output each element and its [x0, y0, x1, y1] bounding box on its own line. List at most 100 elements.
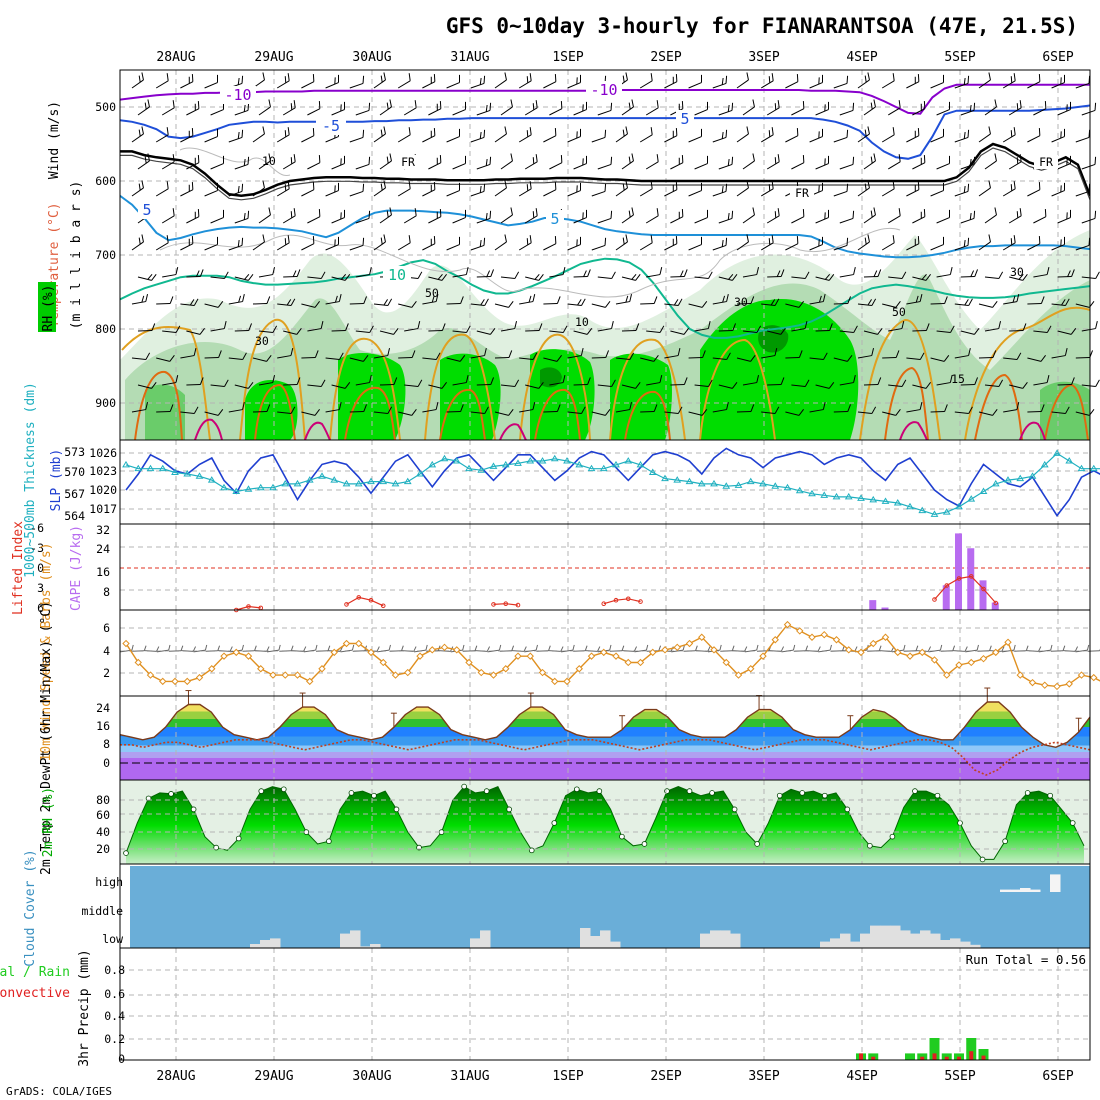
barb-flag	[943, 355, 950, 362]
barb-staff	[470, 303, 485, 306]
wind-barb	[646, 325, 665, 333]
wind10-marker	[722, 658, 730, 667]
surface-barb	[830, 645, 845, 652]
barb-staff	[325, 136, 339, 143]
wind-barb	[664, 348, 681, 359]
wind-barb	[766, 154, 780, 170]
wind-barb	[258, 99, 271, 116]
wind10-marker	[1077, 671, 1086, 679]
wind-barb	[888, 321, 905, 332]
contour-label: 5	[550, 210, 559, 228]
barb-staff	[881, 188, 895, 197]
barb-flag	[877, 377, 882, 385]
wind-barb	[954, 75, 970, 89]
barb-staff	[664, 355, 679, 359]
barb-staff	[664, 135, 678, 143]
wind-barb	[597, 271, 616, 279]
surface-barb	[524, 644, 538, 653]
barb-flag	[846, 75, 849, 84]
barb-flag	[798, 301, 804, 308]
wind-barb	[518, 73, 532, 89]
barb-staff	[282, 215, 296, 224]
thickness-marker	[636, 460, 645, 468]
surface-barb	[242, 645, 257, 652]
wind-barb	[742, 99, 755, 116]
barb-flag	[681, 209, 684, 217]
barb-flag	[1069, 101, 1072, 110]
wind-barb	[1033, 209, 1047, 224]
wind-barb	[833, 183, 849, 197]
barb-flag	[387, 298, 393, 306]
wind-barb	[645, 154, 659, 170]
barb-staff	[446, 244, 460, 251]
barb-flag	[532, 211, 535, 218]
barb-staff	[422, 189, 436, 197]
barb-flag	[585, 101, 588, 110]
barb-staff	[379, 330, 394, 335]
low-cloud-bar	[930, 933, 941, 948]
surface-barb	[536, 645, 551, 652]
wind-barb	[882, 301, 901, 308]
barb-staff	[301, 411, 316, 416]
wind-barb	[519, 294, 536, 305]
wind-barb	[930, 296, 948, 305]
wind-barb	[742, 267, 760, 278]
lifted-marker	[515, 602, 521, 608]
lifted-marker	[503, 601, 509, 607]
barb-flag	[774, 298, 780, 306]
barb-flag	[1095, 379, 1100, 387]
barb-flag	[368, 210, 371, 219]
wind-barb	[597, 379, 616, 387]
barb-flag	[314, 350, 319, 358]
date-label-1sep: 1SEP	[552, 50, 583, 65]
barb-staff	[1009, 384, 1023, 389]
barb-flag	[486, 270, 491, 277]
barb-flag	[197, 155, 200, 163]
thickness-marker	[526, 457, 535, 464]
wind-barb	[403, 208, 417, 224]
barb-staff	[228, 301, 243, 305]
barb-staff	[543, 189, 557, 197]
wind-barb	[718, 273, 738, 281]
precip-panel: Run Total = 0.56 0.8 0.6 0.4 0.2 0 Total…	[0, 947, 1091, 1067]
barb-staff	[591, 411, 606, 416]
wind-barb	[1002, 73, 1016, 89]
low-cloud-bar	[250, 944, 261, 948]
barb-flag	[587, 269, 591, 277]
barb-flag	[504, 180, 507, 189]
barb-flag	[920, 103, 922, 111]
wind-barb	[379, 207, 392, 224]
barb-staff	[760, 134, 774, 143]
wind-barb	[930, 128, 945, 143]
barb-staff	[331, 109, 345, 116]
barb-flag	[853, 267, 856, 275]
barb-staff	[180, 189, 194, 197]
barb-flag	[243, 159, 246, 166]
wind-barb	[839, 156, 855, 170]
barb-staff	[228, 357, 243, 360]
surface-barb	[585, 646, 601, 652]
barb-flag	[290, 157, 293, 164]
barb-flag	[898, 154, 901, 162]
barb-flag	[278, 644, 281, 651]
wind-barb	[446, 236, 461, 251]
barb-staff	[863, 330, 878, 335]
lifted-marker	[956, 576, 962, 581]
barb-flag	[752, 153, 755, 162]
wind-barb	[283, 269, 301, 278]
wind10-marker	[404, 668, 412, 677]
barb-flag	[579, 182, 582, 191]
barb-flag	[532, 103, 535, 110]
barb-flag	[942, 236, 945, 245]
barb-staff	[549, 330, 564, 333]
barb-flag	[389, 207, 392, 216]
barb-staff	[234, 276, 249, 281]
high-cloud-bar	[1020, 888, 1031, 892]
barb-staff	[984, 106, 997, 116]
date-label-30aug: 30AUG	[352, 50, 391, 65]
wind-barb	[155, 127, 169, 143]
wind10-marker	[1004, 638, 1012, 646]
barb-flag	[728, 273, 734, 280]
rh-marker	[235, 835, 242, 842]
rh-dark-blob	[758, 325, 789, 353]
